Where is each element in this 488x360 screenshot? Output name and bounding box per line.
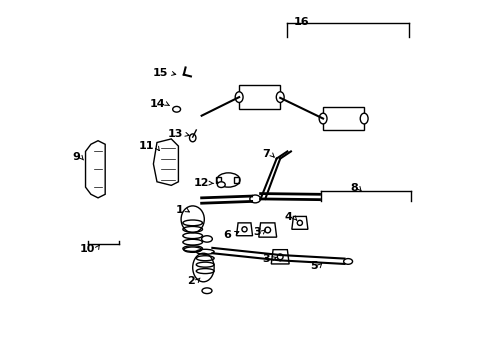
Polygon shape <box>271 249 288 264</box>
Text: 2: 2 <box>187 276 195 286</box>
Polygon shape <box>291 216 307 229</box>
Text: 1: 1 <box>176 204 183 215</box>
Text: 11: 11 <box>139 141 154 152</box>
Text: 16: 16 <box>293 17 309 27</box>
Text: 9: 9 <box>72 152 80 162</box>
Text: 14: 14 <box>149 99 165 109</box>
Text: 13: 13 <box>167 129 183 139</box>
Ellipse shape <box>343 258 352 264</box>
Text: 12: 12 <box>193 178 208 188</box>
Text: 3: 3 <box>262 254 270 264</box>
Bar <box>323 107 364 130</box>
Text: 3: 3 <box>252 227 260 237</box>
Ellipse shape <box>217 182 225 188</box>
Polygon shape <box>236 223 252 236</box>
Text: 7: 7 <box>262 149 270 159</box>
Ellipse shape <box>235 92 243 103</box>
Ellipse shape <box>172 107 180 112</box>
Text: 10: 10 <box>80 244 95 253</box>
Text: 8: 8 <box>349 183 357 193</box>
Ellipse shape <box>360 113 367 124</box>
Text: 15: 15 <box>153 68 168 78</box>
Text: 4: 4 <box>285 212 292 222</box>
Text: 5: 5 <box>309 261 317 271</box>
Polygon shape <box>258 223 276 237</box>
Ellipse shape <box>319 113 326 124</box>
Bar <box>233 177 239 183</box>
Bar <box>239 85 280 109</box>
Text: 6: 6 <box>223 230 231 240</box>
Ellipse shape <box>276 92 284 103</box>
Bar <box>216 177 221 183</box>
